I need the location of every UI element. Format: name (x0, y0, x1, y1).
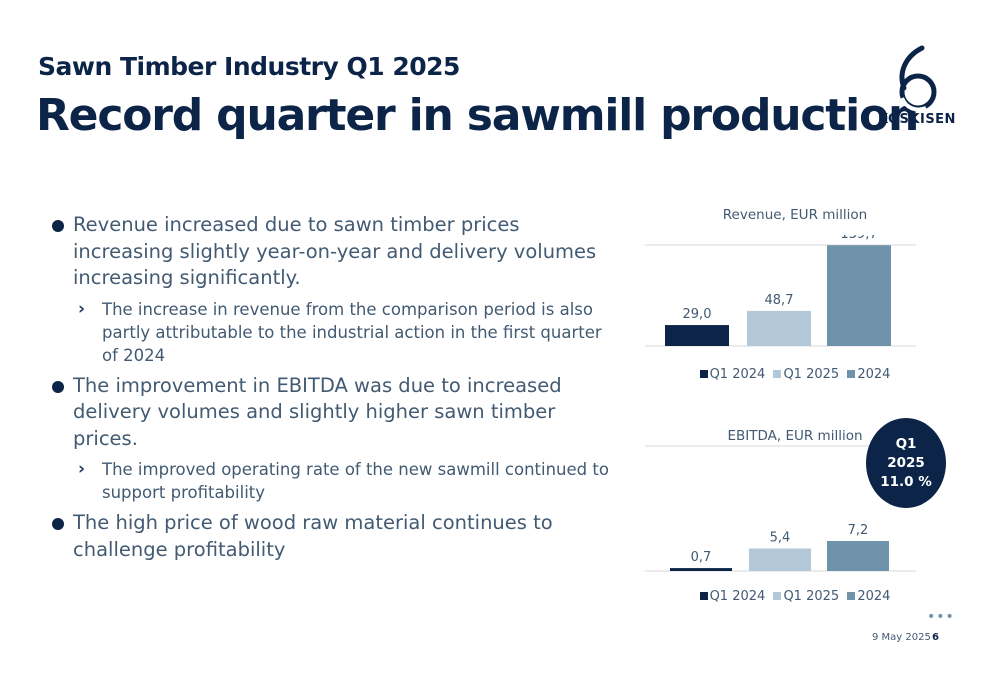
bar-q1-2025 (747, 310, 811, 346)
bullet-dot-icon (52, 220, 64, 232)
logo-text: KOSKISEN (878, 112, 956, 127)
legend-item: Q1 2024 (699, 589, 765, 604)
sub-bullet-item: › The increase in revenue from the compa… (52, 298, 612, 367)
badge-line3: 11.0 % (880, 473, 932, 490)
page-subtitle: Sawn Timber Industry Q1 2025 (38, 52, 460, 81)
ebitda-chart-plot: 0,7 5,4 7,2 (645, 445, 916, 572)
revenue-chart-title: Revenue, EUR million (722, 207, 868, 223)
bullet-text: The high price of wood raw material cont… (73, 511, 553, 561)
sub-bullet-text: The improved operating rate of the new s… (102, 460, 609, 502)
sub-bullet-item: › The improved operating rate of the new… (52, 458, 612, 504)
chevron-right-icon: › (78, 459, 86, 479)
bullet-dot-icon (52, 518, 64, 530)
bullet-text: The improvement in EBITDA was due to inc… (73, 373, 562, 450)
bullet-text: Revenue increased due to sawn timber pri… (73, 213, 597, 289)
data-label: 29,0 (683, 307, 712, 322)
ebitda-chart-legend: Q1 2024 Q1 2025 2024 (640, 589, 950, 604)
bullet-item: The high price of wood raw material cont… (52, 510, 612, 563)
bar-q1-2024 (665, 325, 729, 346)
data-label: 5,4 (770, 531, 791, 546)
legend-item: Q1 2024 (699, 367, 765, 382)
data-label: 139,7 (840, 235, 877, 242)
bullet-list: Revenue increased due to sawn timber pri… (52, 212, 612, 569)
revenue-chart: Revenue, EUR million 29,0 48,7 139,7 Q1 20… (640, 205, 950, 395)
bar-q1-2025 (749, 548, 811, 571)
data-label: 0,7 (691, 550, 712, 565)
bullet-item: The improvement in EBITDA was due to inc… (52, 373, 612, 453)
footer-date: 9 May 2025 (872, 632, 931, 643)
chevron-right-icon: › (78, 298, 86, 319)
bar-q1-2024 (670, 568, 732, 571)
badge-line1: Q1 (895, 435, 917, 452)
legend-item: Q1 2025 (773, 589, 839, 604)
page-title: Record quarter in sawmill production (36, 90, 919, 141)
legend-item: Q1 2025 (773, 367, 839, 382)
bullet-dot-icon (52, 380, 64, 393)
revenue-chart-plot: 29,0 48,7 139,7 (645, 235, 916, 347)
badge-line2: 2025 (887, 454, 925, 471)
data-label: 48,7 (765, 293, 794, 308)
page-number: 6 (932, 632, 939, 643)
revenue-chart-legend: Q1 2024 Q1 2025 2024 (640, 367, 950, 382)
ebitda-chart-title: EBITDA, EUR million (727, 428, 863, 444)
more-dots-icon: ••• (927, 609, 955, 625)
bar-2024 (827, 245, 891, 346)
data-label: 7,2 (848, 523, 869, 538)
bullet-item: Revenue increased due to sawn timber pri… (52, 212, 612, 292)
q1-margin-badge: Q1 2025 11.0 % (866, 418, 946, 508)
ebitda-chart: EBITDA, EUR million 0,7 5,4 7,2 Q1 2024 Q1… (640, 426, 950, 616)
koskisen-logo-icon (899, 45, 937, 112)
legend-item: 2024 (847, 367, 890, 382)
legend-item: 2024 (847, 589, 890, 604)
sub-bullet-text: The increase in revenue from the compari… (102, 299, 602, 365)
bar-2024 (827, 541, 889, 571)
